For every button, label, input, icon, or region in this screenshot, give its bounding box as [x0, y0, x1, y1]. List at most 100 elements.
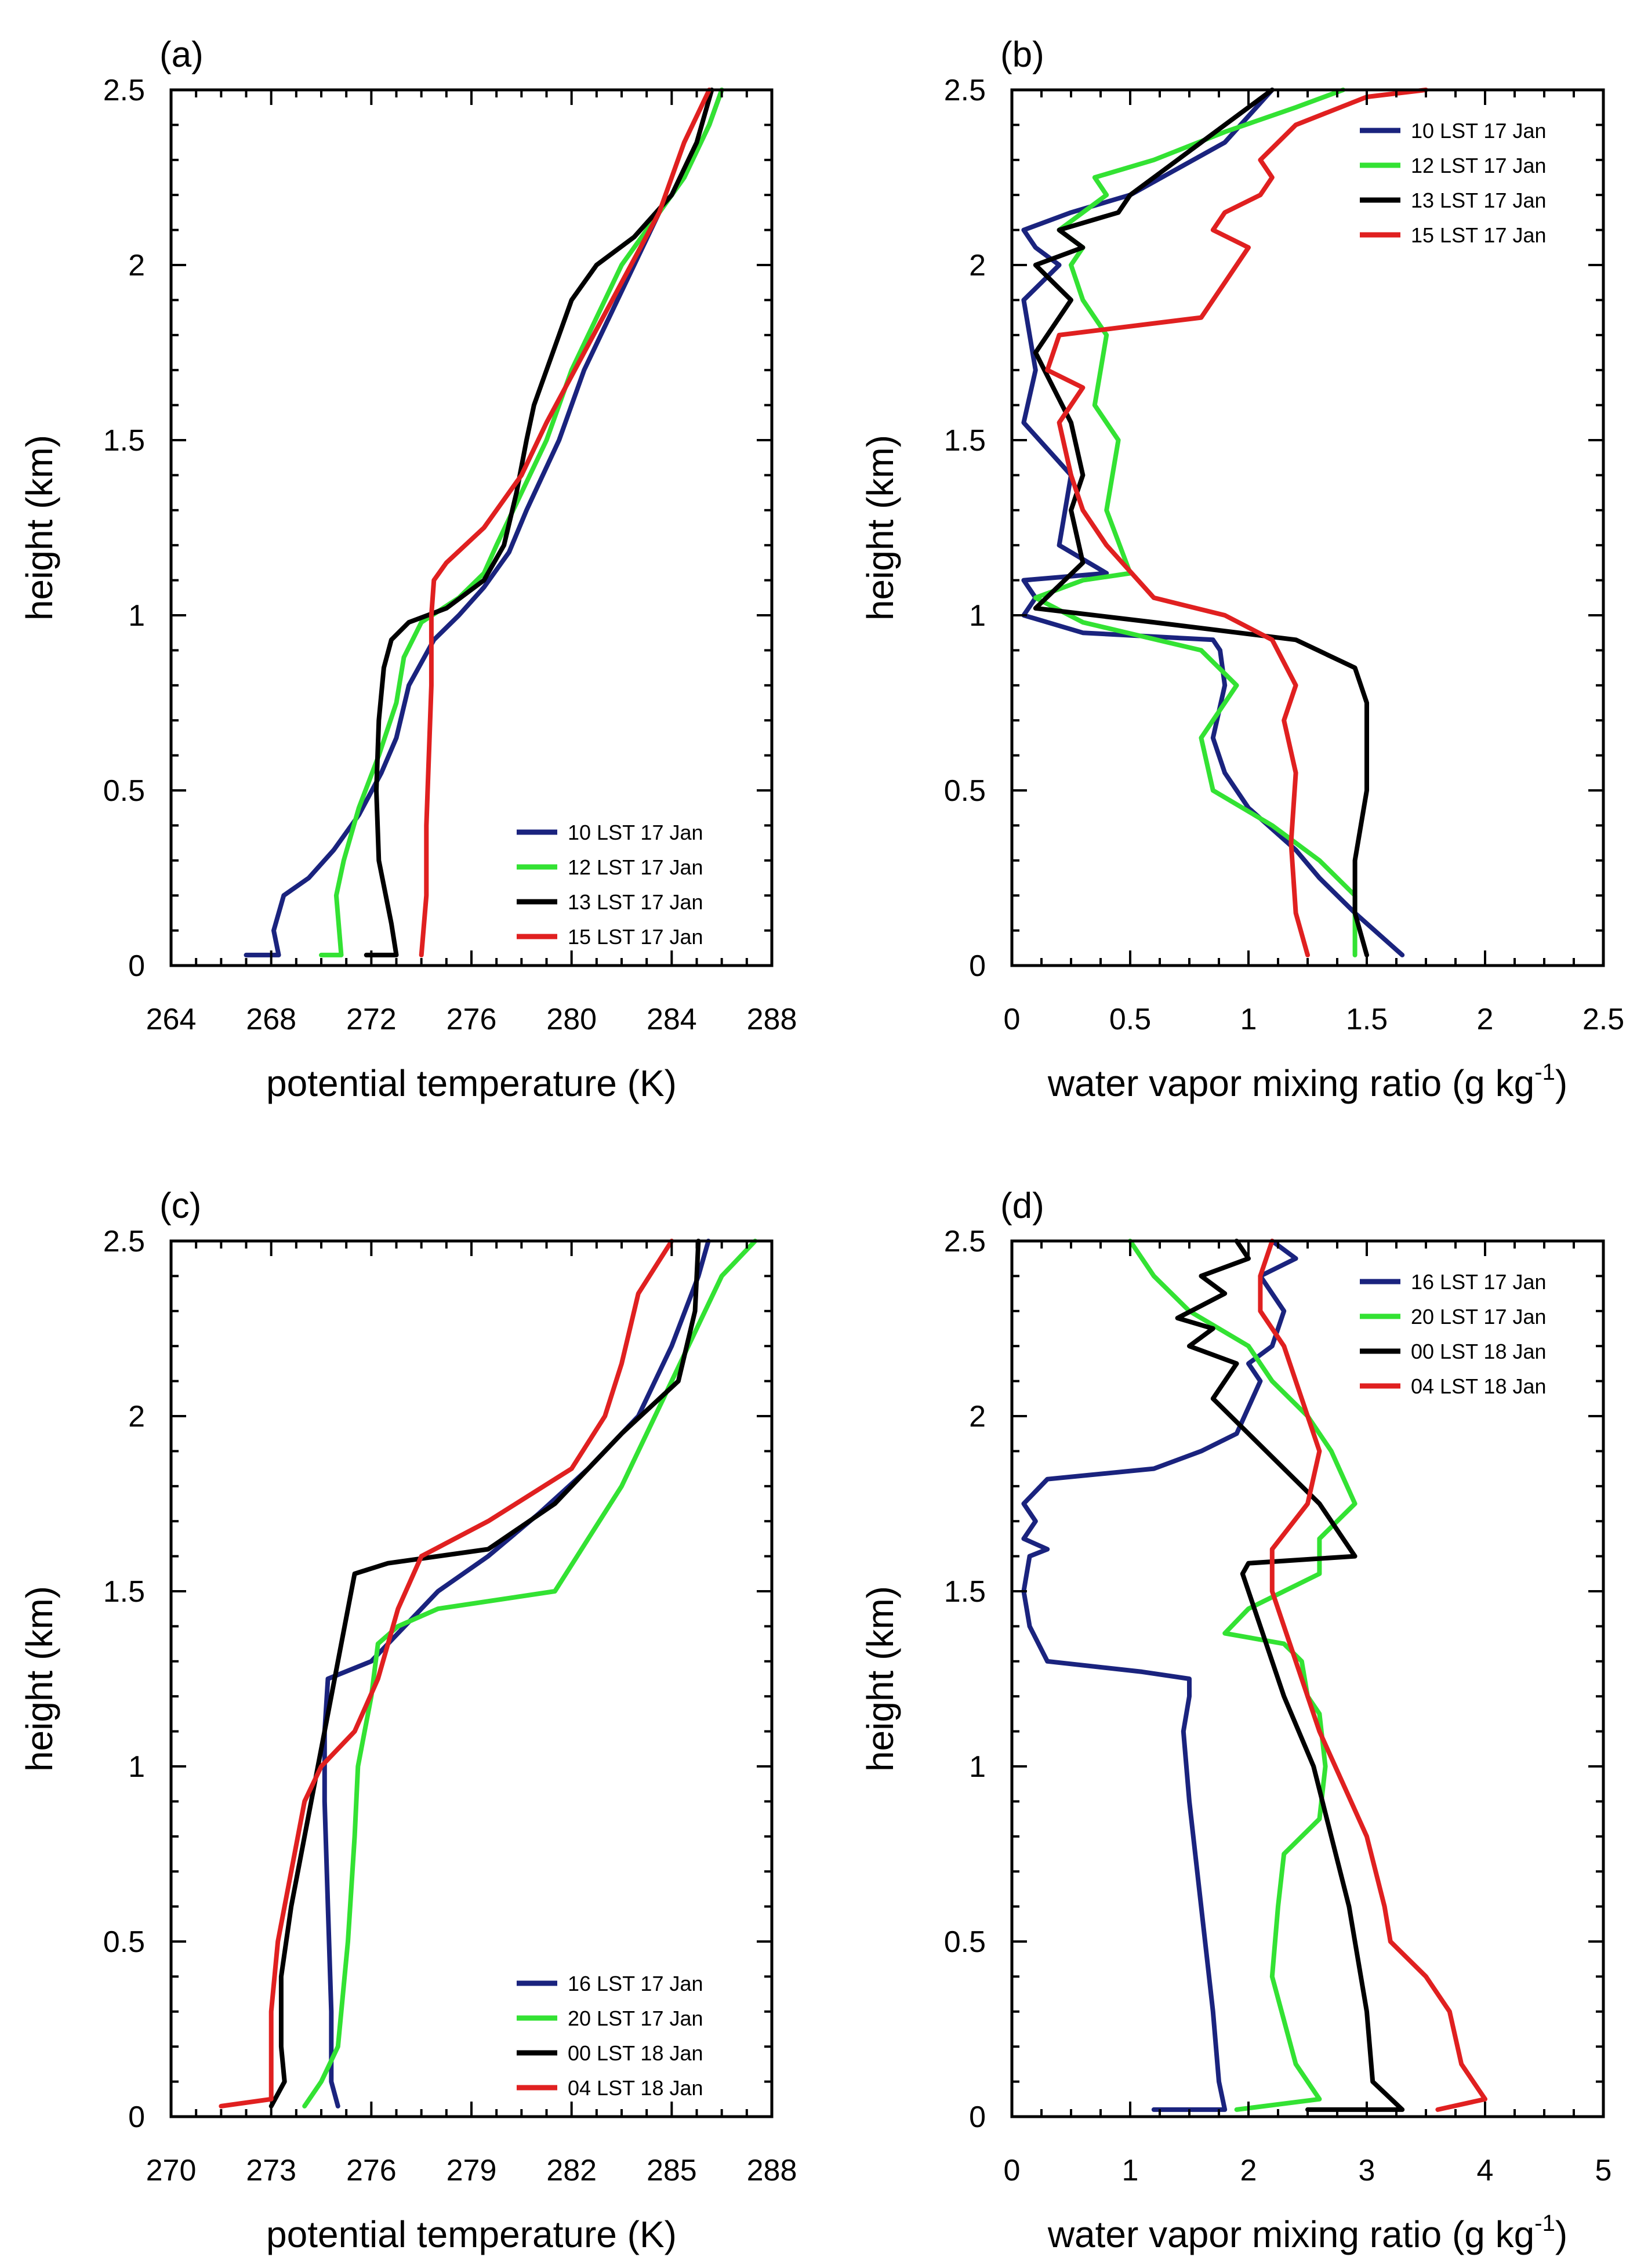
- panel-c-legend-label-3: 04 LST 18 Jan: [568, 2076, 703, 2100]
- panel-a-ytick-label: 0.5: [103, 774, 145, 808]
- panel-b-series-2: [1033, 88, 1369, 957]
- panel-c-ytick-label: 0.5: [103, 1925, 145, 1959]
- panel-a-xtick-label: 268: [246, 1003, 296, 1036]
- panel-a-ytick-label: 2: [128, 249, 145, 282]
- panel-a-xlabel: potential temperature (K): [266, 1062, 677, 1104]
- panel-a-ytick-label: 1: [128, 599, 145, 633]
- panel-b-series-0: [1021, 88, 1405, 957]
- panel-c-legend: 16 LST 17 Jan 20 LST 17 Jan 00 LST 18 Jan 0…: [517, 1972, 703, 2100]
- panel-d-frame: [1010, 1239, 1605, 2118]
- panel-a-series-2: [364, 88, 714, 957]
- panel-c-xtick-label: 288: [747, 2154, 797, 2187]
- panel-d-legend-label-3: 04 LST 18 Jan: [1411, 1374, 1547, 1398]
- panel-b-ytick-label: 2.5: [944, 74, 986, 107]
- panel-d-series-1: [1128, 1239, 1357, 2112]
- panel-d-xtick-label: 3: [1359, 2154, 1375, 2187]
- panel-b-ytick-label: 2: [969, 249, 986, 282]
- panel-c-ytick-label: 2: [128, 1400, 145, 1434]
- panel-a-series-1: [319, 88, 724, 957]
- panel-a-xtick-label: 280: [546, 1003, 597, 1036]
- panel-d-xtick-label: 2: [1240, 2154, 1257, 2187]
- panel-a-plot: (a) 264 268 272 276 280 284 288 0 0.5 1 1.5 2 2.5 pote…: [19, 35, 797, 1104]
- panel-b-ylabel: height (km): [859, 435, 901, 620]
- panel-b-ytick-label: 0.5: [944, 774, 986, 808]
- panel-c-legend-label-0: 16 LST 17 Jan: [568, 1972, 703, 1995]
- panel-d-ytick-label: 2.5: [944, 1225, 986, 1258]
- panel-d-ytick-label: 0.5: [944, 1925, 986, 1959]
- panel-b-xtick-label: 1.5: [1346, 1003, 1388, 1036]
- panel-a-ytick-label: 2.5: [103, 74, 145, 107]
- panel-c-xtick-label: 282: [546, 2154, 597, 2187]
- panel-d-legend-label-2: 00 LST 18 Jan: [1411, 1340, 1547, 1363]
- panel-d-plot: (d) 0 1 2 3 4 5 0 0.5 1 1.5 2 2.5 water vapor mixing …: [859, 1186, 1611, 2255]
- panel-b-series-3: [1045, 88, 1428, 957]
- panel-a-legend: 10 LST 17 Jan 12 LST 17 Jan 13 LST 17 Jan 1…: [517, 821, 703, 949]
- panel-a-xtick-label: 288: [747, 1003, 797, 1036]
- panel-c-plot: (c) 270 273 276 279 282 285 288 0 0.5 1 1.5 2 2.5 pote…: [19, 1186, 797, 2255]
- panel-b-plot: (b) 0 0.5 1 1.5 2 2.5 0 0.5 1 1.5 2 2.5 water vapor m…: [859, 35, 1624, 1104]
- panel-b-legend-label-2: 13 LST 17 Jan: [1411, 188, 1547, 212]
- panel-a-legend-label-2: 13 LST 17 Jan: [568, 890, 703, 914]
- panel-d-series-3: [1258, 1239, 1487, 2112]
- panel-a-series-3: [419, 88, 712, 957]
- panel-d-xtick-label: 4: [1477, 2154, 1494, 2187]
- panel-b-xtick-label: 0.5: [1109, 1003, 1151, 1036]
- panel-c-legend-label-1: 20 LST 17 Jan: [568, 2006, 703, 2030]
- panel-b-legend-label-0: 10 LST 17 Jan: [1411, 119, 1547, 143]
- panel-d-series-2: [1175, 1239, 1405, 2112]
- panel-d-ytick-label: 0: [969, 2100, 986, 2134]
- panel-b-frame: [1010, 88, 1605, 967]
- panel-b-xtick-label: 2: [1477, 1003, 1494, 1036]
- panel-a-legend-label-0: 10 LST 17 Jan: [568, 821, 703, 844]
- panel-d-legend: 16 LST 17 Jan 20 LST 17 Jan 00 LST 18 Jan 0…: [1360, 1270, 1547, 1398]
- panel-a-xtick-label: 284: [647, 1003, 697, 1036]
- panel-b-xtick-label: 2.5: [1582, 1003, 1624, 1036]
- panel-c-ylabel: height (km): [19, 1586, 60, 1772]
- panel-c-ytick-label: 1: [128, 1750, 145, 1784]
- panel-c-xlabel: potential temperature (K): [266, 2213, 677, 2255]
- panel-b-ytick-label: 1.5: [944, 424, 986, 458]
- panel-d-xtick-label: 1: [1122, 2154, 1139, 2187]
- panel-b-ytick-label: 1: [969, 599, 986, 633]
- panel-d-legend-label-0: 16 LST 17 Jan: [1411, 1270, 1547, 1294]
- panel-c-label: (c): [159, 1186, 201, 1226]
- panel-c-ytick-label: 0: [128, 2100, 145, 2134]
- panel-b-label: (b): [1000, 35, 1044, 75]
- panel-a-xtick-label: 276: [447, 1003, 497, 1036]
- panel-d-xlabel: water vapor mixing ratio (g kg-1): [1047, 2211, 1567, 2255]
- panel-c-xtick-label: 285: [647, 2154, 697, 2187]
- panel-a-ytick-label: 0: [128, 949, 145, 983]
- panel-d-ytick-label: 1.5: [944, 1575, 986, 1609]
- panel-c-xtick-label: 276: [346, 2154, 397, 2187]
- panel-c-xtick-label: 270: [146, 2154, 197, 2187]
- panel-c-xtick-label: 279: [447, 2154, 497, 2187]
- panel-d-ylabel: height (km): [859, 1586, 901, 1772]
- panel-b-xtick-label: 0: [1004, 1003, 1021, 1036]
- panel-d-ytick-label: 2: [969, 1400, 986, 1434]
- panel-c-legend-label-2: 00 LST 18 Jan: [568, 2041, 703, 2065]
- panel-b-legend-label-1: 12 LST 17 Jan: [1411, 154, 1547, 177]
- panel-c-ytick-label: 2.5: [103, 1225, 145, 1258]
- panel-a-xtick-label: 272: [346, 1003, 397, 1036]
- panel-b-ytick-label: 0: [969, 949, 986, 983]
- panel-d-xtick-label: 5: [1595, 2154, 1612, 2187]
- panel-a-label: (a): [159, 35, 204, 75]
- panel-c-series-2: [268, 1239, 701, 2109]
- panel-d-series-0: [1021, 1239, 1298, 2112]
- panel-a-xtick-label: 264: [146, 1003, 197, 1036]
- panel-a-legend-label-3: 15 LST 17 Jan: [568, 925, 703, 949]
- panel-d-label: (d): [1000, 1186, 1044, 1226]
- panel-a-legend-label-1: 12 LST 17 Jan: [568, 855, 703, 879]
- panel-b-xlabel: water vapor mixing ratio (g kg-1): [1047, 1059, 1567, 1104]
- panel-b-series-1: [1033, 88, 1357, 957]
- panel-c-series-0: [322, 1239, 711, 2109]
- panel-c-ytick-label: 1.5: [103, 1575, 145, 1609]
- panel-a-ytick-label: 1.5: [103, 424, 145, 458]
- panel-c-xtick-label: 273: [246, 2154, 296, 2187]
- panel-a-ylabel: height (km): [19, 435, 60, 620]
- panel-b-legend-label-3: 15 LST 17 Jan: [1411, 223, 1547, 247]
- panel-d-ytick-label: 1: [969, 1750, 986, 1784]
- panel-d-legend-label-1: 20 LST 17 Jan: [1411, 1305, 1547, 1329]
- panel-b-xtick-label: 1: [1240, 1003, 1257, 1036]
